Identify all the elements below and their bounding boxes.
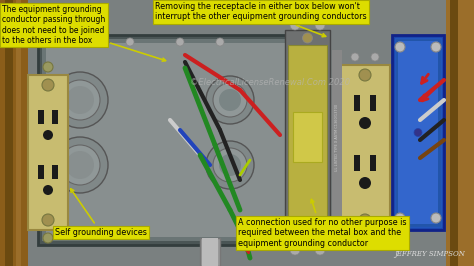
Bar bbox=[370, 155, 376, 171]
Circle shape bbox=[60, 80, 100, 120]
Circle shape bbox=[43, 185, 53, 195]
Circle shape bbox=[213, 83, 247, 117]
Circle shape bbox=[213, 148, 247, 182]
Circle shape bbox=[43, 130, 53, 140]
Bar bbox=[293, 112, 322, 162]
Circle shape bbox=[302, 33, 312, 43]
Bar bbox=[398, 41, 438, 224]
Text: The equipment grounding
conductor passing through
does not need to be joined
to : The equipment grounding conductor passin… bbox=[2, 5, 165, 61]
Circle shape bbox=[315, 245, 325, 255]
Circle shape bbox=[52, 137, 108, 193]
Bar bbox=[42, 39, 306, 241]
Circle shape bbox=[414, 128, 422, 136]
Text: JEFFREY SIMPSON: JEFFREY SIMPSON bbox=[394, 250, 465, 258]
Bar bbox=[354, 155, 360, 171]
Bar bbox=[52, 165, 58, 179]
Bar bbox=[285, 30, 330, 245]
Circle shape bbox=[302, 232, 312, 242]
Circle shape bbox=[176, 38, 184, 46]
Circle shape bbox=[359, 117, 371, 129]
Circle shape bbox=[60, 145, 100, 185]
Bar bbox=[392, 35, 444, 230]
Circle shape bbox=[431, 42, 441, 52]
Bar bbox=[28, 75, 68, 230]
Bar bbox=[5, 0, 13, 266]
Text: ©ElectricalLicenseRenewal.Com 2020: ©ElectricalLicenseRenewal.Com 2020 bbox=[190, 78, 350, 87]
Text: A connection used for no other purpose is
required between the metal box and the: A connection used for no other purpose i… bbox=[238, 200, 407, 248]
Circle shape bbox=[216, 38, 224, 46]
Bar bbox=[332, 50, 342, 225]
Circle shape bbox=[351, 53, 359, 61]
Circle shape bbox=[290, 245, 300, 255]
Circle shape bbox=[290, 20, 300, 30]
Circle shape bbox=[371, 234, 379, 242]
Circle shape bbox=[42, 214, 54, 226]
Bar bbox=[38, 165, 44, 179]
Circle shape bbox=[206, 141, 254, 189]
Bar bbox=[460, 0, 465, 266]
Bar bbox=[38, 110, 44, 124]
Circle shape bbox=[52, 72, 108, 128]
Circle shape bbox=[395, 42, 405, 52]
Circle shape bbox=[315, 20, 325, 30]
Circle shape bbox=[42, 79, 54, 91]
Text: Removing the receptacle in either box below won't
interrupt the other equipment : Removing the receptacle in either box be… bbox=[155, 2, 366, 37]
Bar bbox=[446, 0, 474, 266]
Text: UL LISTED TYPE X ASTM C1360/13700: UL LISTED TYPE X ASTM C1360/13700 bbox=[335, 104, 339, 171]
Bar bbox=[202, 238, 218, 266]
Circle shape bbox=[359, 177, 371, 189]
Circle shape bbox=[359, 214, 371, 226]
Circle shape bbox=[351, 234, 359, 242]
Circle shape bbox=[219, 154, 241, 176]
Circle shape bbox=[395, 213, 405, 223]
Bar bbox=[450, 0, 458, 266]
Circle shape bbox=[431, 213, 441, 223]
Circle shape bbox=[43, 233, 53, 243]
Bar bbox=[354, 95, 360, 111]
Circle shape bbox=[86, 38, 94, 46]
Bar bbox=[52, 110, 58, 124]
Bar bbox=[395, 38, 441, 227]
Circle shape bbox=[66, 86, 94, 114]
Circle shape bbox=[371, 53, 379, 61]
Text: Self grounding devices: Self grounding devices bbox=[55, 189, 147, 237]
Bar bbox=[340, 65, 390, 230]
Bar bbox=[0, 0, 28, 266]
Bar bbox=[370, 95, 376, 111]
Bar bbox=[46, 43, 302, 237]
Bar bbox=[16, 0, 21, 266]
Circle shape bbox=[359, 69, 371, 81]
Bar bbox=[200, 238, 220, 266]
Circle shape bbox=[66, 151, 94, 179]
Bar bbox=[38, 35, 310, 245]
Circle shape bbox=[219, 89, 241, 111]
Circle shape bbox=[43, 62, 53, 72]
Bar bbox=[28, 0, 446, 266]
Circle shape bbox=[206, 76, 254, 124]
Circle shape bbox=[126, 38, 134, 46]
Bar bbox=[288, 45, 327, 230]
